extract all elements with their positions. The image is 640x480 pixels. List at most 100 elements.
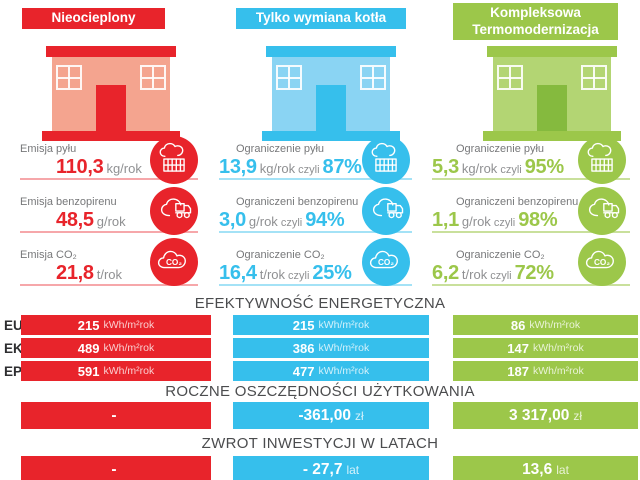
emission-unit: t/rok (96, 267, 123, 282)
cell-value: -361,00 (298, 406, 351, 424)
dust-emission-icon (578, 136, 626, 184)
efficiency-cell: 215 kWh/m²rok (233, 315, 429, 335)
cell-unit: kWh/m²rok (103, 365, 155, 377)
cell-value: 3 317,00 (508, 406, 570, 424)
emission-value: 3,0 (219, 209, 246, 231)
emission-value: 1,1 (432, 209, 459, 231)
emission-label: Ograniczeni benzopirenu (456, 196, 579, 208)
cell-unit: zł (573, 408, 582, 423)
window-icon (140, 65, 166, 90)
emission-label: Emisja benzopirenu (20, 196, 117, 208)
emission-percent: 25% (312, 262, 352, 284)
emission-row-co2: Emisja CO₂ 21,8 t/rok (20, 248, 198, 286)
cell-value: 477 (292, 363, 315, 379)
house-roof (266, 46, 396, 57)
door-icon (537, 85, 567, 131)
dust-emission-icon (362, 136, 410, 184)
benzopyrene-emission-icon (150, 187, 198, 235)
emission-row-dust: Emisja pyłu 110,3 kg/rok (20, 142, 198, 180)
co2-emission-icon: CO₂ (150, 238, 198, 286)
emission-percent: 94% (305, 209, 345, 231)
efficiency-cell: 489 kWh/m²rok (21, 338, 211, 358)
cell-value: 386 (292, 340, 315, 356)
emission-percent: 98% (518, 209, 558, 231)
cell-unit: kWh/m²rok (103, 319, 155, 331)
cell-value: 86 (510, 317, 526, 333)
svg-text:CO₂: CO₂ (378, 258, 394, 267)
emission-unit: t/rok (259, 267, 286, 282)
emission-unit: kg/rok (461, 161, 498, 176)
emission-row-benzopyrene: Emisja benzopirenu 48,5 g/rok (20, 195, 198, 233)
emission-unit: g/rok (461, 214, 491, 229)
column-header-nieocieplony: Nieocieplony (22, 8, 165, 29)
emission-label: Ograniczenie pyłu (456, 143, 545, 155)
emission-value: 5,3 (432, 156, 459, 178)
emission-value: 21,8 (56, 262, 94, 284)
benzopyrene-emission-icon (578, 187, 626, 235)
emission-unit: g/rok (248, 214, 278, 229)
window-icon (56, 65, 82, 90)
dust-emission-icon (150, 136, 198, 184)
emission-label: Ograniczenie CO₂ (236, 249, 325, 261)
house-thermomodernized-icon (483, 46, 621, 141)
cell-value: 147 (507, 340, 529, 356)
emission-connector: czyli (490, 270, 512, 282)
efficiency-section-title: EFEKTYWNOŚĆ ENERGETYCZNA (194, 295, 446, 312)
cell-value: - (111, 406, 117, 424)
cell-value: 489 (77, 340, 100, 356)
house-boiler-only-icon (262, 46, 400, 141)
emission-percent: 72% (514, 262, 554, 284)
door-icon (316, 85, 346, 131)
emission-row-benzopyrene: Ograniczeni benzopirenu 1,1 g/rok czyli 98% (432, 195, 630, 233)
benzopyrene-emission-icon (362, 187, 410, 235)
house-uninsulated-icon (42, 46, 180, 141)
emission-connector: czyli (493, 217, 516, 229)
house-base (483, 131, 621, 141)
cell-unit: lat (346, 462, 360, 477)
efficiency-cell: 215 kWh/m²rok (21, 315, 211, 335)
emission-percent: 95% (524, 156, 564, 178)
emission-value: 48,5 (56, 209, 94, 231)
row-label-ek: EK (4, 340, 23, 356)
payback-cell: 13,6 lat (453, 456, 638, 480)
emission-label: Ograniczeni benzopirenu (236, 196, 359, 208)
cell-value: - 27,7 (302, 460, 343, 478)
emission-row-dust: Ograniczenie pyłu 13,9 kg/rok czyli 87% (219, 142, 412, 180)
payback-cell: - 27,7 lat (233, 456, 429, 480)
cell-unit: kWh/m²rok (532, 365, 584, 377)
cell-unit: zł (354, 408, 364, 423)
column-header-tylko-wymiana-kotla: Tylko wymiana kotła (236, 8, 406, 29)
efficiency-cell: 86 kWh/m²rok (453, 315, 638, 335)
house-roof (46, 46, 176, 57)
emission-row-dust: Ograniczenie pyłu 5,3 kg/rok czyli 95% (432, 142, 630, 180)
payback-section-title: ZWROT INWESTYCJI W LATACH (201, 435, 439, 452)
emission-unit: kg/rok (106, 161, 142, 176)
cell-unit: lat (556, 462, 569, 477)
svg-text:CO₂: CO₂ (166, 258, 182, 267)
emission-value: 110,3 (56, 156, 104, 178)
emission-unit: g/rok (96, 214, 126, 229)
emission-connector: czyli (500, 164, 522, 176)
co2-emission-icon: CO₂ (362, 238, 410, 286)
door-icon (96, 85, 126, 131)
efficiency-cell: 477 kWh/m²rok (233, 361, 429, 381)
emission-row-benzopyrene: Ograniczeni benzopirenu 3,0 g/rok czyli 94% (219, 195, 412, 233)
window-icon (581, 65, 607, 90)
emission-value: 16,4 (219, 262, 257, 284)
emission-value: 6,2 (432, 262, 459, 284)
emission-unit: t/rok (461, 267, 488, 282)
cell-value: 215 (292, 317, 315, 333)
house-base (262, 131, 400, 141)
window-icon (497, 65, 523, 90)
co2-emission-icon: CO₂ (578, 238, 626, 286)
cell-unit: kWh/m²rok (103, 342, 155, 354)
column-header-kompleksowa-termomodernizacja: Kompleksowa Termomodernizacja (453, 3, 618, 40)
efficiency-cell: 147 kWh/m²rok (453, 338, 638, 358)
window-icon (360, 65, 386, 90)
emission-row-co2: Ograniczenie CO₂ 16,4 t/rok czyli 25% (219, 248, 412, 286)
house-roof (487, 46, 617, 57)
emission-label: Emisja pyłu (20, 143, 77, 155)
emission-unit: kg/rok (259, 161, 296, 176)
row-label-ep: EP (4, 363, 23, 379)
